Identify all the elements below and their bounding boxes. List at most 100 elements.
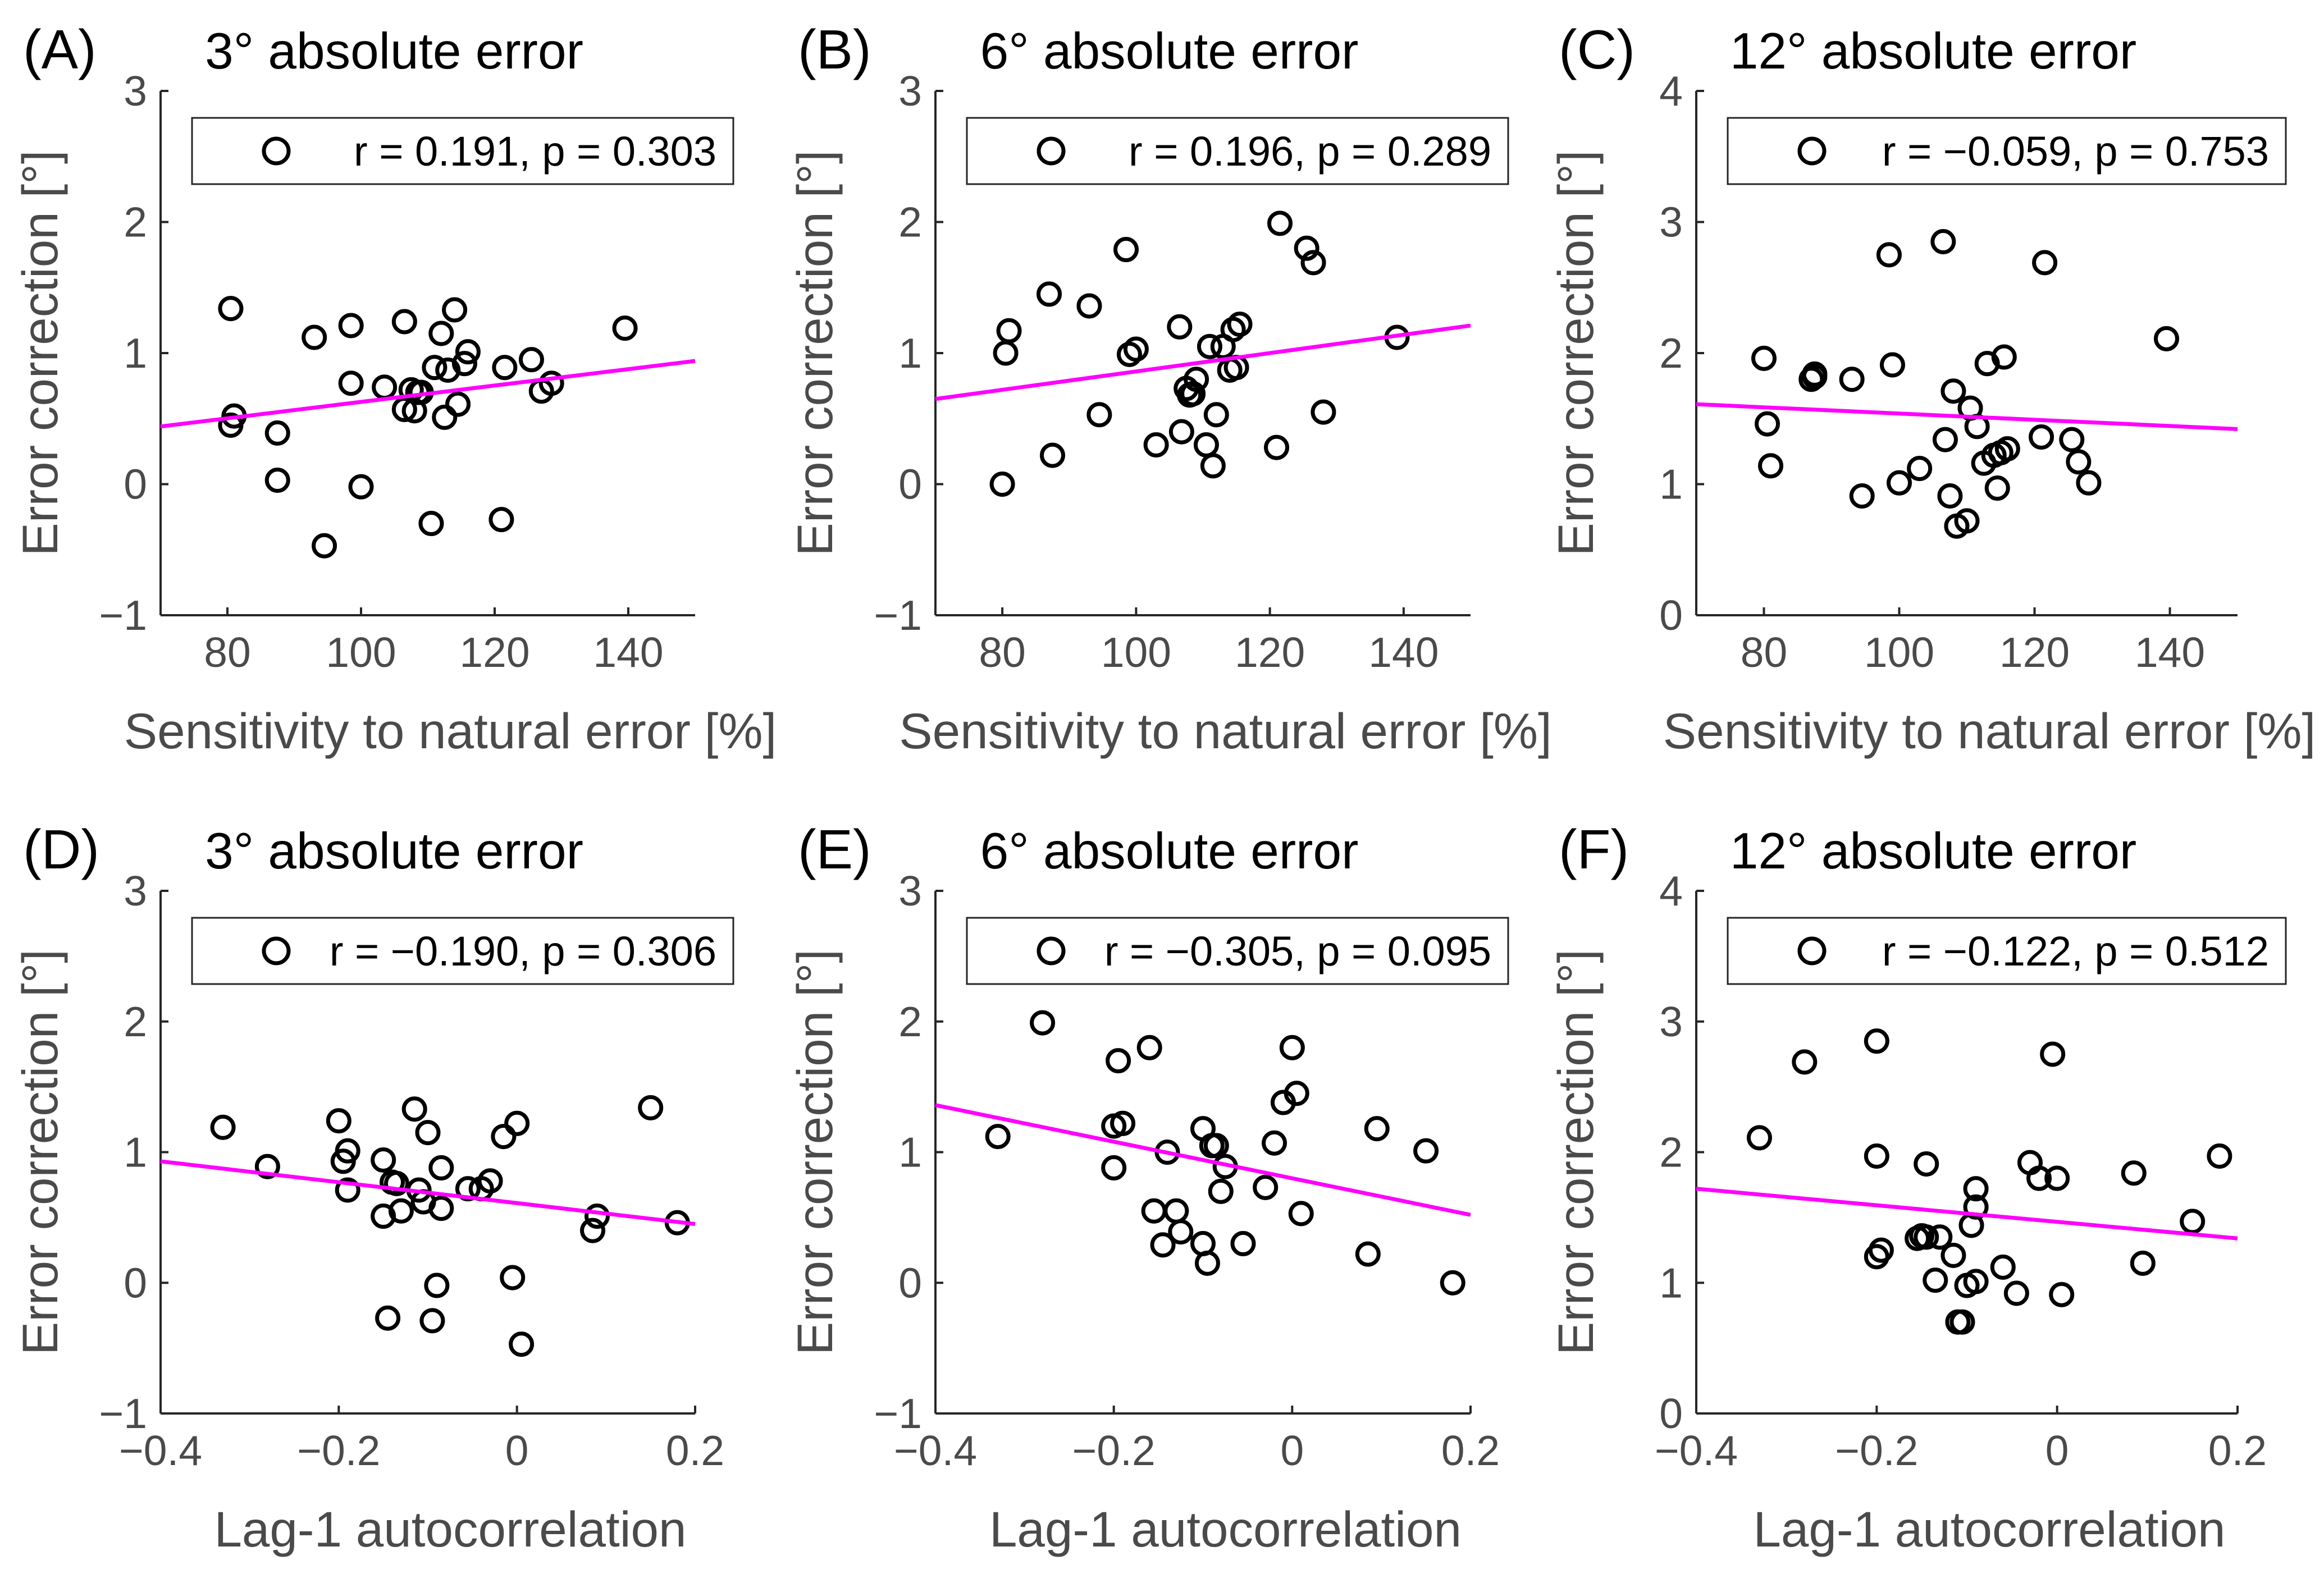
data-point xyxy=(428,321,454,346)
legend-box xyxy=(191,917,734,985)
data-point xyxy=(1288,1201,1314,1227)
y-tick-label: 0 xyxy=(1659,592,1683,639)
y-tick-label: 2 xyxy=(1659,330,1683,377)
data-point xyxy=(1294,235,1319,261)
regression-line xyxy=(1696,402,2238,431)
data-point xyxy=(1123,336,1149,362)
y-tick-label: 1 xyxy=(898,330,922,377)
data-point xyxy=(254,1154,280,1179)
data-point xyxy=(2076,470,2102,496)
x-tick-label: 120 xyxy=(1235,629,1305,676)
data-point xyxy=(1355,1241,1381,1267)
y-tick-label: 4 xyxy=(1659,867,1683,914)
data-point xyxy=(1200,453,1226,479)
legend-box xyxy=(966,117,1509,185)
data-point xyxy=(1440,1270,1465,1296)
data-point xyxy=(1267,211,1293,236)
data-point xyxy=(1941,378,1966,404)
data-point xyxy=(1864,1028,1889,1054)
data-point xyxy=(584,1204,610,1229)
data-point xyxy=(1927,1224,1953,1250)
data-point xyxy=(372,374,398,400)
data-point xyxy=(1116,341,1142,367)
data-point xyxy=(1963,1176,1989,1202)
data-point xyxy=(401,1096,427,1122)
data-point xyxy=(1264,434,1290,460)
y-tick-label: 3 xyxy=(1659,199,1683,246)
panel-title: 3° absolute error xyxy=(205,23,583,80)
data-point xyxy=(442,297,468,323)
y-tick-label: 4 xyxy=(1659,67,1683,115)
data-point xyxy=(612,315,638,341)
y-tick-label: 0 xyxy=(898,1259,922,1306)
y-axis-label: Error correction [°] xyxy=(12,150,68,556)
data-point xyxy=(1930,229,1956,255)
legend-marker-icon xyxy=(1797,136,1827,166)
data-point xyxy=(1279,1035,1305,1060)
data-point xyxy=(1194,1250,1220,1276)
data-point xyxy=(518,347,544,373)
data-point xyxy=(422,355,448,381)
y-tick-label: 2 xyxy=(124,998,147,1045)
data-point xyxy=(1030,1010,1056,1036)
data-point xyxy=(424,1273,450,1298)
data-point xyxy=(2153,326,2179,351)
data-point xyxy=(1184,367,1209,392)
data-point xyxy=(1755,411,1780,437)
data-point xyxy=(1284,1081,1309,1106)
data-point xyxy=(1364,1116,1390,1142)
y-tick-label: −1 xyxy=(99,1390,147,1437)
y-axis-label: Error correction [°] xyxy=(1547,150,1604,556)
data-point xyxy=(1751,345,1777,371)
legend-marker-icon xyxy=(1037,136,1066,166)
data-point xyxy=(1994,436,2020,461)
legend-box xyxy=(966,917,1509,985)
panel-e: (E) 6° absolute error −0.4 −0.2 0 0.2 −1 0 1 2 3 La… xyxy=(787,818,1509,1557)
data-point xyxy=(1984,475,2010,501)
x-tick-label: 0.2 xyxy=(1441,1427,1500,1474)
data-point xyxy=(1086,402,1112,428)
data-point xyxy=(1864,1143,1889,1169)
data-point xyxy=(2130,1250,2156,1276)
x-tick-label: 100 xyxy=(1864,629,1934,676)
data-point xyxy=(1963,1269,1989,1294)
data-point xyxy=(264,467,290,493)
x-tick-label: −0.2 xyxy=(297,1427,380,1474)
data-point xyxy=(2029,424,2054,450)
data-point xyxy=(1300,250,1326,276)
x-tick-label: −0.2 xyxy=(1835,1427,1918,1474)
data-point xyxy=(445,391,471,417)
data-point xyxy=(1037,281,1062,307)
y-tick-label: 3 xyxy=(1659,998,1683,1045)
data-point xyxy=(2026,1165,2052,1191)
legend-box xyxy=(1727,117,2287,185)
data-point xyxy=(2066,449,2092,475)
y-axis-label: Error correction [°] xyxy=(787,949,843,1355)
y-tick-label: 1 xyxy=(898,1129,922,1176)
data-point xyxy=(1954,508,1980,534)
data-point xyxy=(264,420,290,446)
regression-line xyxy=(1696,1187,2238,1241)
data-point xyxy=(989,472,1015,497)
data-point xyxy=(1227,312,1253,337)
data-point xyxy=(993,340,1019,366)
data-point xyxy=(509,1332,535,1357)
legend-text: r = −0.305, p = 0.095 xyxy=(1104,928,1491,974)
data-point xyxy=(1150,1232,1176,1258)
data-point xyxy=(1197,333,1222,359)
x-axis-label: Lag-1 autocorrelation xyxy=(214,1501,686,1557)
data-point xyxy=(451,351,477,377)
legend-marker-icon xyxy=(262,936,291,966)
panel-title: 6° absolute error xyxy=(980,23,1359,80)
panel-f: (F) 12° absolute error −0.4 −0.2 0 0.2 0 1 2 3 4 La… xyxy=(1547,818,2287,1557)
legend-marker-icon xyxy=(1797,936,1827,966)
legend-text: r = −0.122, p = 0.512 xyxy=(1882,928,2269,974)
data-point xyxy=(1136,1035,1162,1060)
data-point xyxy=(1167,314,1193,340)
data-point xyxy=(1193,432,1219,457)
x-tick-label: 0.2 xyxy=(2208,1427,2267,1474)
data-point xyxy=(2059,427,2085,452)
data-point xyxy=(391,309,417,335)
y-tick-label: −1 xyxy=(99,592,147,639)
x-tick-label: 0 xyxy=(505,1427,529,1474)
